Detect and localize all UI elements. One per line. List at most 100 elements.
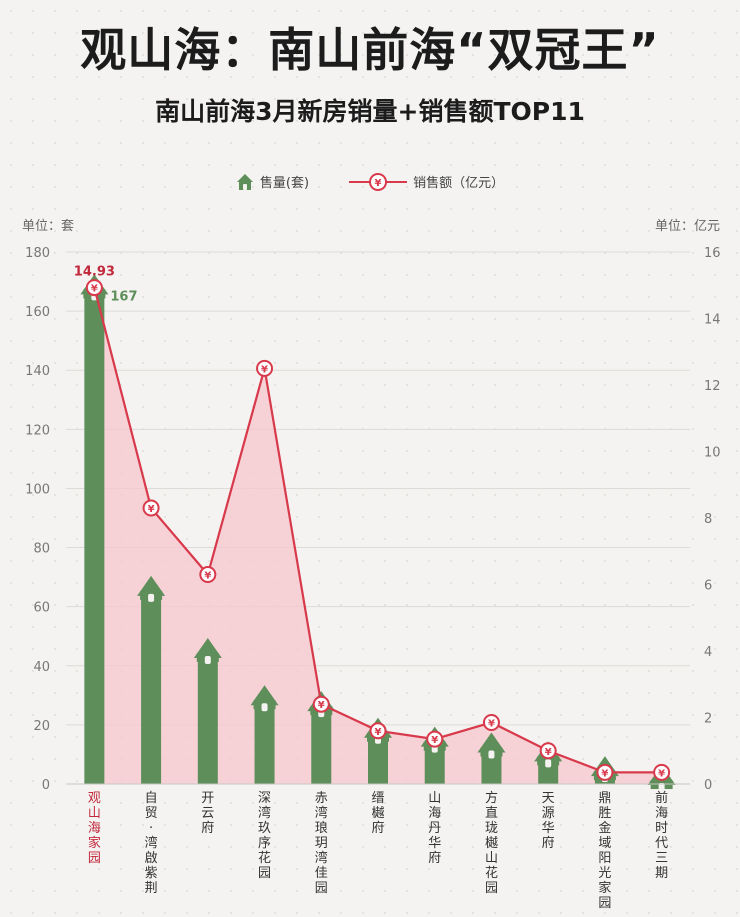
legend-item-amount: ¥ 销售额（亿元） [349,172,504,191]
sales-amount-area [94,287,662,784]
x-tick-label: 园 [88,851,101,866]
x-tick-label: 海 [88,821,101,836]
bar-door [148,593,155,602]
line-point: ¥ [596,763,614,781]
x-tick-label: 域 [598,836,611,851]
x-tick-label: 花 [258,850,271,866]
y-right-tick-label: 6 [704,579,712,594]
bar-body [197,653,218,784]
line-point: ¥ [426,730,444,748]
x-tick-label: 佳 [315,866,328,881]
svg-text:¥: ¥ [375,178,382,189]
chart-title: 观山海：南山前海“双冠王” [80,23,660,77]
legend: 售量(套) ¥ 销售额（亿元） [0,172,740,191]
x-tick-label: 序 [258,836,271,851]
y-left-tick-label: 180 [25,246,50,261]
bar-body [84,290,105,784]
yuan-marker [482,713,500,731]
x-tick-label: 赤 [315,791,328,806]
yuan-marker [539,742,557,760]
x-tick-label: 代 [655,836,668,851]
x-tick-label: · [149,821,153,836]
x-tick-label: 鼎 [598,791,611,806]
yuan-symbol: ¥ [204,571,211,582]
line-point: ¥ [256,359,274,377]
x-tick-label: 自 [145,791,158,806]
x-tick-label: 天 [542,791,555,806]
x-tick-label: 园 [598,896,611,911]
x-tick-label: 直 [485,806,498,821]
x-tick-label: 樾 [485,835,498,851]
x-tick-label: 山 [88,806,101,821]
x-tick-label: 华 [428,836,441,851]
bar-body [141,591,162,784]
yuan-marker [256,359,274,377]
x-tick-label: 家 [88,835,101,851]
line-point: ¥ [199,566,217,584]
yuan-symbol: ¥ [91,284,98,295]
left-axis-unit: 单位：套 [22,219,75,234]
x-tick-label: 湾 [315,805,328,821]
bar-door [658,783,665,792]
right-axis-unit: 单位：亿元 [654,219,720,234]
x-tick-label: 金 [598,820,611,836]
bar [477,732,506,784]
yuan-marker [369,722,387,740]
x-tick-label: 府 [542,836,555,851]
yuan-symbol: ¥ [601,768,608,779]
y-right-tick-label: 10 [704,446,721,461]
y-left-tick-label: 100 [25,482,50,497]
bar [193,637,222,784]
bar [137,575,166,784]
yuan-symbol: ¥ [318,700,325,711]
x-tick-label: 湾 [145,835,158,851]
yuan-marker [85,279,103,297]
x-tick-label: 荆 [145,880,158,896]
x-tick-label: 云 [201,806,214,821]
y-left-tick-label: 40 [33,660,50,675]
bar-body [481,748,502,784]
x-tick-label: 园 [485,881,498,896]
bar-body [424,742,445,784]
x-tick-label: 丹 [428,821,441,836]
x-tick-label: 府 [428,851,441,866]
x-tick-label: 山 [428,791,441,806]
x-tick-label: 府 [371,821,384,836]
yuan-marker [312,695,330,713]
x-tick-label: 缙 [371,791,384,806]
y-left-tick-label: 160 [25,305,50,320]
y-right-tick-label: 8 [704,512,712,527]
x-tick-label: 家 [598,880,611,896]
x-tick-label: 方 [485,790,498,806]
bar [250,685,279,784]
line-point: ¥ [142,499,160,517]
yuan-symbol: ¥ [488,718,495,729]
y-left-tick-label: 80 [33,542,50,557]
x-tick-label: 山 [485,851,498,866]
x-tick-label: 胜 [598,806,611,821]
x-tick-label: 湾 [315,850,328,866]
yuan-marker [142,499,160,517]
x-tick-label: 三 [655,851,668,866]
x-tick-label: 湾 [258,805,271,821]
yuan-marker [653,763,671,781]
yuan-symbol: ¥ [375,727,382,738]
data-label-amount: 14.93 [74,265,115,280]
x-tick-label: 海 [428,806,441,821]
x-tick-label: 贸 [145,806,158,821]
x-tick-label: 时 [655,821,668,836]
x-tick-label: 期 [655,866,668,881]
y-right-tick-label: 12 [704,379,721,394]
y-right-tick-label: 4 [704,645,712,660]
data-label-sales: 167 [110,289,137,304]
x-tick-label: 园 [315,881,328,896]
line-point: ¥ [85,279,103,297]
bar-door [545,759,552,768]
x-tick-label: 源 [542,806,555,821]
bar [80,274,109,784]
x-tick-label: 园 [258,866,271,881]
bar-door [488,750,495,759]
yuan-symbol: ¥ [148,504,155,515]
x-tick-label: 光 [598,866,611,881]
